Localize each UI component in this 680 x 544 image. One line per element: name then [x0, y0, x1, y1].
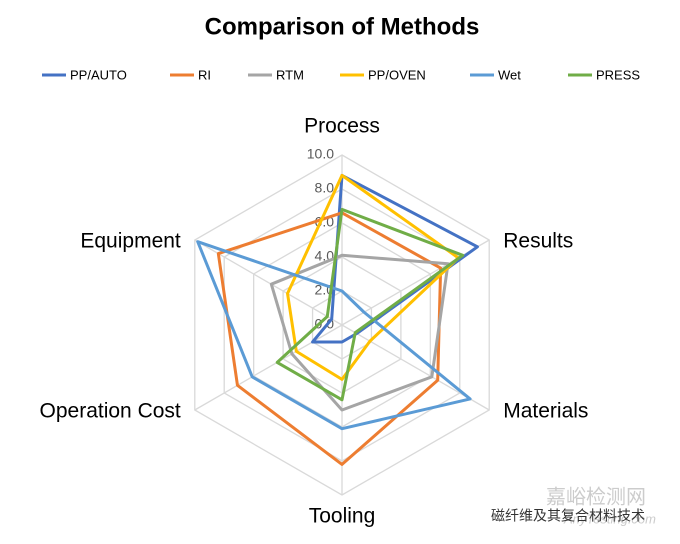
- category-label: Process: [304, 115, 380, 138]
- legend-label: RI: [198, 67, 211, 82]
- spoke: [194, 324, 343, 411]
- legend-label: PRESS: [596, 67, 640, 82]
- watermark-account: 磁纤维及其复合材料技术: [491, 508, 645, 524]
- legend-label: PP/AUTO: [70, 67, 127, 82]
- r-tick-label: 8.0: [315, 180, 335, 196]
- watermark-url: AnyTesting.com: [563, 511, 656, 526]
- r-tick-label: 10.0: [307, 146, 334, 162]
- category-label: Equipment: [80, 230, 181, 253]
- legend-label: PP/OVEN: [368, 67, 426, 82]
- watermark-site: 嘉峪检测网: [546, 485, 646, 508]
- category-label: Materials: [503, 400, 588, 423]
- legend-label: RTM: [276, 67, 304, 82]
- series-line: [196, 240, 472, 431]
- series-line: [216, 211, 443, 466]
- category-label: Operation Cost: [40, 400, 181, 423]
- category-label: Results: [503, 230, 573, 253]
- category-label: Tooling: [309, 505, 376, 528]
- chart-title: Comparison of Methods: [205, 13, 480, 40]
- legend-label: Wet: [498, 67, 521, 82]
- series-line: [311, 173, 479, 344]
- series-line: [269, 253, 450, 412]
- series-line: [275, 207, 465, 402]
